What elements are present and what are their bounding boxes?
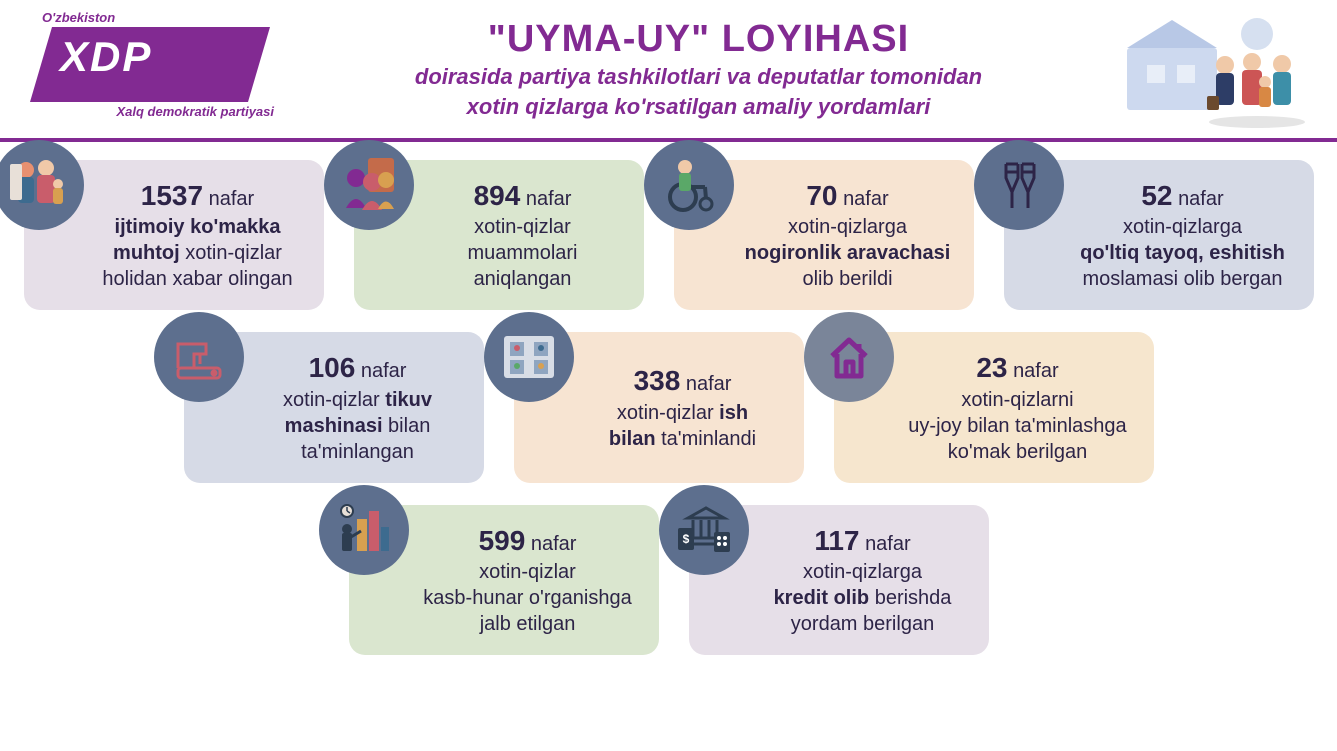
bank-icon: $: [659, 485, 749, 575]
logo-top-label: O'zbekiston: [42, 10, 280, 25]
title-sub-line2: xotin qizlarga ko'rsatilgan amaliy yorda…: [300, 93, 1097, 121]
title-block: "UYMA-UY" LOYIHASI doirasida partiya tas…: [300, 10, 1097, 120]
card-text: 1537 nafar ijtimoiy ko'makka muhtoj xoti…: [94, 178, 302, 292]
row-2: 106 nafar xotin-qizlar tikuv mashinasi b…: [184, 332, 1154, 482]
card-text: 106 nafar xotin-qizlar tikuv mashinasi b…: [254, 350, 462, 464]
card-text: 23 nafar xotin-qizlarni uy-joy bilan ta'…: [904, 350, 1132, 464]
card-text: 52 nafar xotin-qizlarga qo'ltiq tayoq, e…: [1074, 178, 1292, 292]
title-sub-line1: doirasida partiya tashkilotlari va deput…: [300, 63, 1097, 91]
hero-illustration-icon: [1117, 10, 1307, 130]
svg-text:$: $: [682, 532, 689, 546]
card-issues-identified: 894 nafar xotin-qizlar muammolari aniqla…: [354, 160, 644, 310]
card-housing: 23 nafar xotin-qizlarni uy-joy bilan ta'…: [834, 332, 1154, 482]
logo-text: XDP: [60, 33, 152, 81]
card-employment: 338 nafar xotin-qizlar ish bilan ta'minl…: [514, 332, 804, 482]
card-training: 599 nafar xotin-qizlar kasb-hunar o'rgan…: [349, 505, 659, 655]
logo-bottom-label: Xalq demokratik partiyasi: [30, 104, 280, 119]
header: O'zbekiston XDP Xalq demokratik partiyas…: [0, 0, 1337, 130]
card-text: 338 nafar xotin-qizlar ish bilan ta'minl…: [584, 363, 782, 451]
card-credit: $ 117 nafar xotin-qizlarga kredit olib b…: [689, 505, 989, 655]
people-icon: [324, 140, 414, 230]
card-social-support: 1537 nafar ijtimoiy ko'makka muhtoj xoti…: [24, 160, 324, 310]
card-text: 894 nafar xotin-qizlar muammolari aniqla…: [424, 178, 622, 292]
row-3: 599 nafar xotin-qizlar kasb-hunar o'rgan…: [349, 505, 989, 655]
card-text: 599 nafar xotin-qizlar kasb-hunar o'rgan…: [419, 523, 637, 637]
row-1: 1537 nafar ijtimoiy ko'makka muhtoj xoti…: [24, 160, 1314, 310]
header-divider: [0, 138, 1337, 142]
training-icon: [319, 485, 409, 575]
card-crutches: 52 nafar xotin-qizlarga qo'ltiq tayoq, e…: [1004, 160, 1314, 310]
logo-shape: XDP: [30, 27, 270, 102]
office-icon: [484, 312, 574, 402]
card-wheelchair: 70 nafar xotin-qizlarga nogironlik arava…: [674, 160, 974, 310]
logo-block: O'zbekiston XDP Xalq demokratik partiyas…: [30, 10, 280, 119]
card-text: 70 nafar xotin-qizlarga nogironlik arava…: [744, 178, 952, 292]
family-icon: [0, 140, 84, 230]
house-icon: [804, 312, 894, 402]
title-main: "UYMA-UY" LOYIHASI: [300, 18, 1097, 61]
crutches-icon: [974, 140, 1064, 230]
sewing-machine-icon: [154, 312, 244, 402]
wheelchair-icon: [644, 140, 734, 230]
card-text: 117 nafar xotin-qizlarga kredit olib ber…: [759, 523, 967, 637]
cards-container: 1537 nafar ijtimoiy ko'makka muhtoj xoti…: [0, 160, 1337, 655]
card-sewing: 106 nafar xotin-qizlar tikuv mashinasi b…: [184, 332, 484, 482]
